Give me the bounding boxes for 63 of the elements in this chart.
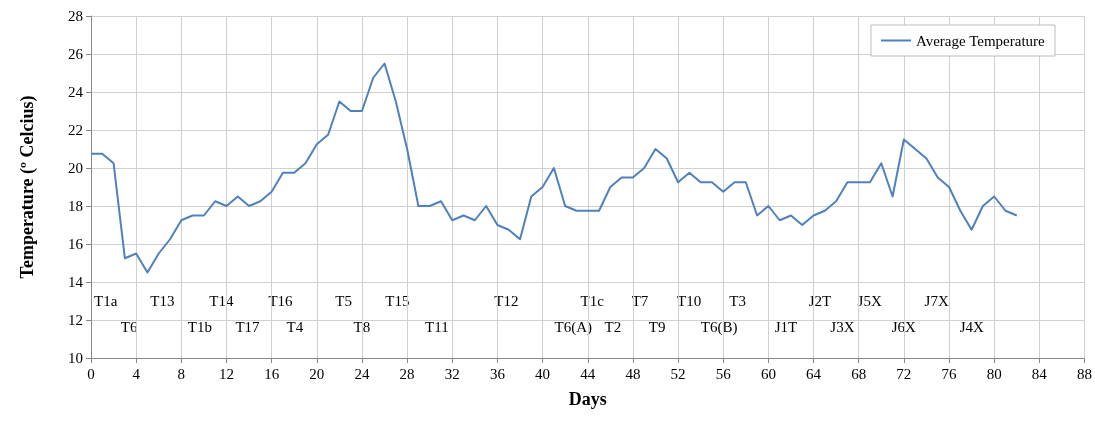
annotation: T17 [235, 318, 261, 335]
annotation: T3 [729, 292, 747, 309]
x-tick-label: 44 [580, 365, 596, 382]
x-tick-label: 24 [354, 365, 370, 382]
annotation: T4 [286, 318, 304, 335]
x-tick-label: 64 [806, 365, 822, 382]
x-tick-label: 68 [851, 365, 867, 382]
annotation: J4X [959, 318, 985, 335]
y-tick-label: 10 [68, 350, 83, 366]
y-tick-label: 14 [68, 274, 84, 290]
y-tick-label: 18 [68, 198, 83, 214]
annotation: T6(A) [554, 318, 593, 336]
x-tick-label: 20 [309, 365, 325, 382]
y-tick-label: 26 [68, 46, 84, 62]
x-tick-label: 84 [1031, 365, 1048, 382]
x-tick-label: 36 [489, 365, 506, 382]
y-tick-label: 12 [68, 312, 83, 328]
line-series [90, 62, 1018, 274]
x-tick-label: 4 [132, 365, 141, 382]
x-axis-title: Days [568, 389, 607, 409]
annotation: T12 [494, 292, 519, 309]
annotation: T2 [604, 318, 622, 335]
x-tick-label: 48 [625, 365, 641, 382]
x-tick-label: 72 [896, 365, 912, 382]
annotation: T1c [580, 292, 605, 309]
annotation: J2T [808, 292, 832, 309]
annotation: T8 [353, 318, 371, 335]
annotation: T1a [93, 292, 118, 309]
x-tick-label: 28 [399, 365, 415, 382]
x-tick-label: 80 [986, 365, 1002, 382]
y-tick-label: 20 [68, 160, 83, 176]
x-tick-label: 76 [941, 365, 958, 382]
x-tick-label: 88 [1077, 365, 1092, 382]
x-tick-label: 32 [444, 365, 460, 382]
annotation: T16 [268, 292, 294, 309]
annotation: T5 [335, 292, 353, 309]
annotation: J6X [891, 318, 917, 335]
annotation: J7X [924, 292, 949, 309]
annotation: T9 [648, 318, 666, 335]
y-tick-label: 22 [68, 122, 83, 138]
annotation: T11 [425, 318, 449, 335]
annotation: T6(B) [700, 318, 738, 336]
x-tick-label: 16 [264, 365, 280, 382]
legend-label: Average Temperature [915, 32, 1046, 49]
y-tick-label: 16 [68, 236, 84, 252]
x-tick-label: 52 [670, 365, 686, 382]
annotation: J5X [857, 292, 882, 309]
y-tick-label: 28 [68, 8, 83, 24]
annotation: T1b [187, 318, 212, 335]
annotation: T7 [631, 292, 649, 309]
annotation: T10 [677, 292, 702, 309]
x-tick-label: 0 [87, 365, 95, 382]
x-tick-label: 40 [535, 365, 551, 382]
annotation: T13 [150, 292, 175, 309]
annotation: T14 [209, 292, 235, 309]
annotation: J3X [830, 318, 855, 335]
y-axis-title: Temperature (º Celcius) [17, 95, 38, 279]
x-tick-label: 8 [177, 365, 186, 382]
x-tick-label: 12 [218, 365, 234, 382]
x-tick-label: 60 [760, 365, 776, 382]
y-tick-label: 24 [68, 84, 84, 100]
annotation: J1T [774, 318, 798, 335]
x-tick-label: 56 [715, 365, 732, 382]
